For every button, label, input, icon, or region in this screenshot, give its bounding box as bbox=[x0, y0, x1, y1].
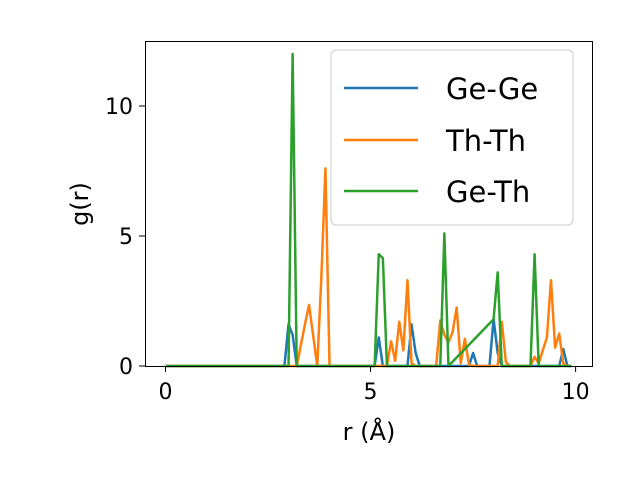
legend: Ge-Ge Th-Th Ge-Th bbox=[330, 49, 574, 226]
y-tick-label: 5 bbox=[119, 225, 133, 250]
x-tick-label: 5 bbox=[364, 380, 378, 405]
series-line-ge-th bbox=[165, 52, 572, 368]
legend-label-th-th: Th-Th bbox=[445, 124, 526, 158]
legend-frame bbox=[330, 49, 574, 226]
legend-label-ge-ge: Ge-Ge bbox=[446, 72, 538, 106]
y-tick-label: 0 bbox=[119, 355, 133, 380]
x-tick-label: 0 bbox=[159, 380, 173, 405]
legend-label-ge-th: Ge-Th bbox=[446, 175, 530, 209]
y-tick-label: 10 bbox=[105, 95, 133, 120]
y-axis-label: g(r) bbox=[66, 182, 94, 226]
x-tick-label: 10 bbox=[562, 380, 590, 405]
x-axis-label: r (Å) bbox=[343, 417, 396, 446]
plot-frame bbox=[145, 41, 593, 367]
ticks-layer: 0 5 10 0 5 10 bbox=[105, 95, 590, 405]
